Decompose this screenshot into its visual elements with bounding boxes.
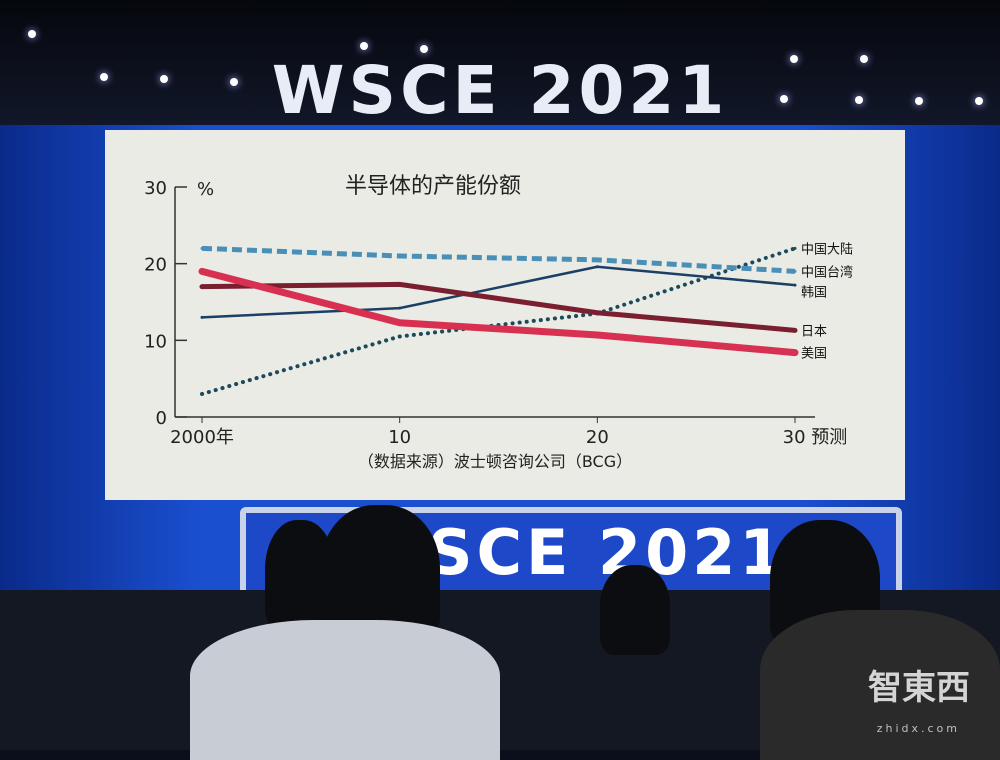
- data-point: [595, 333, 599, 337]
- ceiling-lights: [0, 0, 1000, 130]
- series-label: 韩国: [801, 285, 827, 300]
- y-tick-label: 0: [156, 408, 167, 429]
- data-point: [398, 254, 402, 258]
- y-tick-label: 10: [144, 331, 167, 352]
- stage-light: [28, 30, 36, 38]
- stage-light: [790, 55, 798, 63]
- data-point: [398, 282, 402, 286]
- series-label: 美国: [801, 347, 827, 362]
- data-point: [793, 269, 797, 273]
- series-line-美国: [198, 267, 799, 357]
- stage-light: [855, 96, 863, 104]
- audience-person: [190, 620, 500, 760]
- audience-person: [760, 610, 1000, 760]
- watermark-url: zhidx.com: [876, 722, 960, 735]
- series-label: 中国大陆: [801, 241, 853, 257]
- series-label: 中国台湾: [801, 264, 853, 280]
- data-point: [595, 258, 599, 262]
- y-axis-unit: %: [197, 179, 214, 200]
- data-point: [398, 321, 402, 325]
- stage-light: [975, 97, 983, 105]
- audience-head: [265, 520, 335, 630]
- data-point: [398, 335, 402, 338]
- stage-light: [100, 73, 108, 81]
- y-tick-label: 30: [144, 178, 167, 199]
- x-tick-label: 10: [388, 427, 411, 448]
- data-point: [793, 283, 797, 287]
- data-point: [200, 285, 204, 289]
- stage-light: [230, 78, 238, 86]
- series-line-中国台湾: [201, 245, 796, 274]
- x-tick-label: 30 预测: [783, 427, 848, 448]
- event-banner: WSCE 2021: [271, 52, 729, 129]
- stage-light: [780, 95, 788, 103]
- series-line-中国大陆: [200, 246, 797, 396]
- data-point: [200, 246, 204, 250]
- series-line-韩国: [200, 265, 797, 319]
- x-tick-label: 20: [586, 427, 609, 448]
- audience-head: [600, 565, 670, 655]
- data-point: [200, 269, 204, 273]
- chart-title: 半导体的产能份额: [345, 174, 521, 199]
- data-point: [793, 328, 797, 332]
- data-point: [595, 311, 599, 315]
- stage-light: [915, 97, 923, 105]
- projection-screen: 半导体的产能份额 0 10 20 30% 2000年 10 20 30 预测 （数据来源）波士顿咨…: [105, 130, 905, 500]
- series-line-日本: [199, 281, 798, 333]
- line-chart: 半导体的产能份额 0 10 20 30 % 2000年 10 20 30 预测 （数据来源）波士顿咨…: [144, 174, 853, 471]
- stage-light: [160, 75, 168, 83]
- stage-light: [420, 45, 428, 53]
- data-point: [398, 306, 402, 310]
- series-label: 日本: [801, 324, 827, 339]
- watermark-logo: 智東西: [868, 668, 970, 708]
- data-point: [793, 246, 797, 250]
- data-point: [595, 265, 599, 269]
- stage-light: [360, 42, 368, 50]
- data-point: [793, 351, 797, 355]
- x-tick-label: 2000年: [170, 427, 234, 448]
- y-tick-label: 20: [144, 255, 167, 276]
- stage-light: [860, 55, 868, 63]
- data-point: [200, 392, 204, 396]
- data-point: [200, 315, 204, 319]
- source-note: （数据来源）波士顿咨询公司（BCG）: [358, 452, 632, 471]
